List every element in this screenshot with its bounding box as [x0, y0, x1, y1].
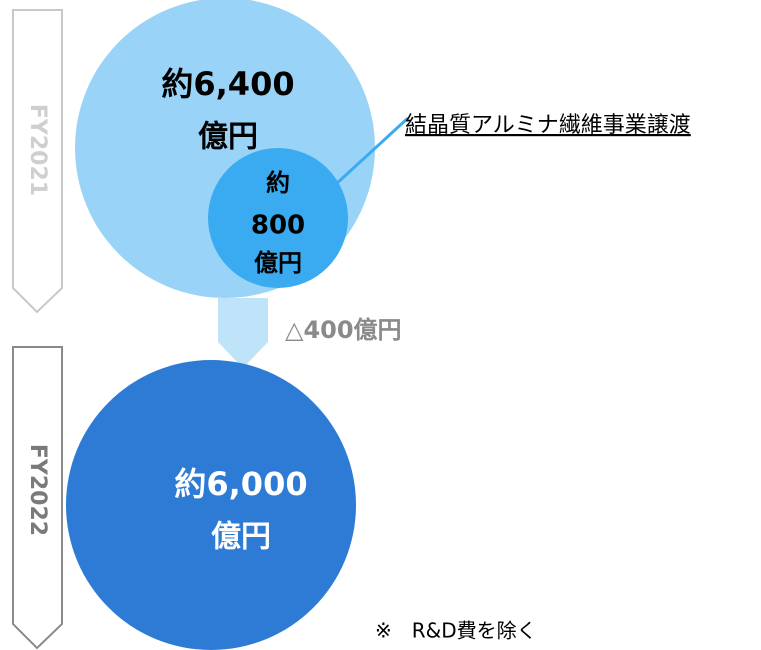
fy2021-value: 約6,400: [161, 65, 294, 103]
fy2022-value: 約6,000: [174, 465, 307, 503]
fy2021-arrow: [12, 9, 63, 314]
change-label: △400億円: [285, 316, 402, 344]
down-arrow: [218, 298, 268, 368]
fy2022-circle: [66, 360, 356, 650]
fy2021-label: FY2021: [25, 104, 50, 196]
fy2021-unit: 億円: [198, 120, 258, 155]
callout-line: [333, 116, 410, 187]
fy2022-arrow: [12, 346, 63, 650]
divested-prefix: 約: [266, 169, 290, 197]
divested-label: 結晶質アルミナ繊維事業譲渡: [405, 113, 691, 138]
fy2022-unit: 億円: [211, 520, 271, 555]
fy2022-label: FY2022: [25, 444, 50, 536]
divested-circle: [208, 148, 348, 288]
divested-value: 800: [251, 211, 305, 241]
divested-unit: 億円: [254, 249, 302, 277]
note: ※ R&D費を除く: [375, 619, 537, 643]
